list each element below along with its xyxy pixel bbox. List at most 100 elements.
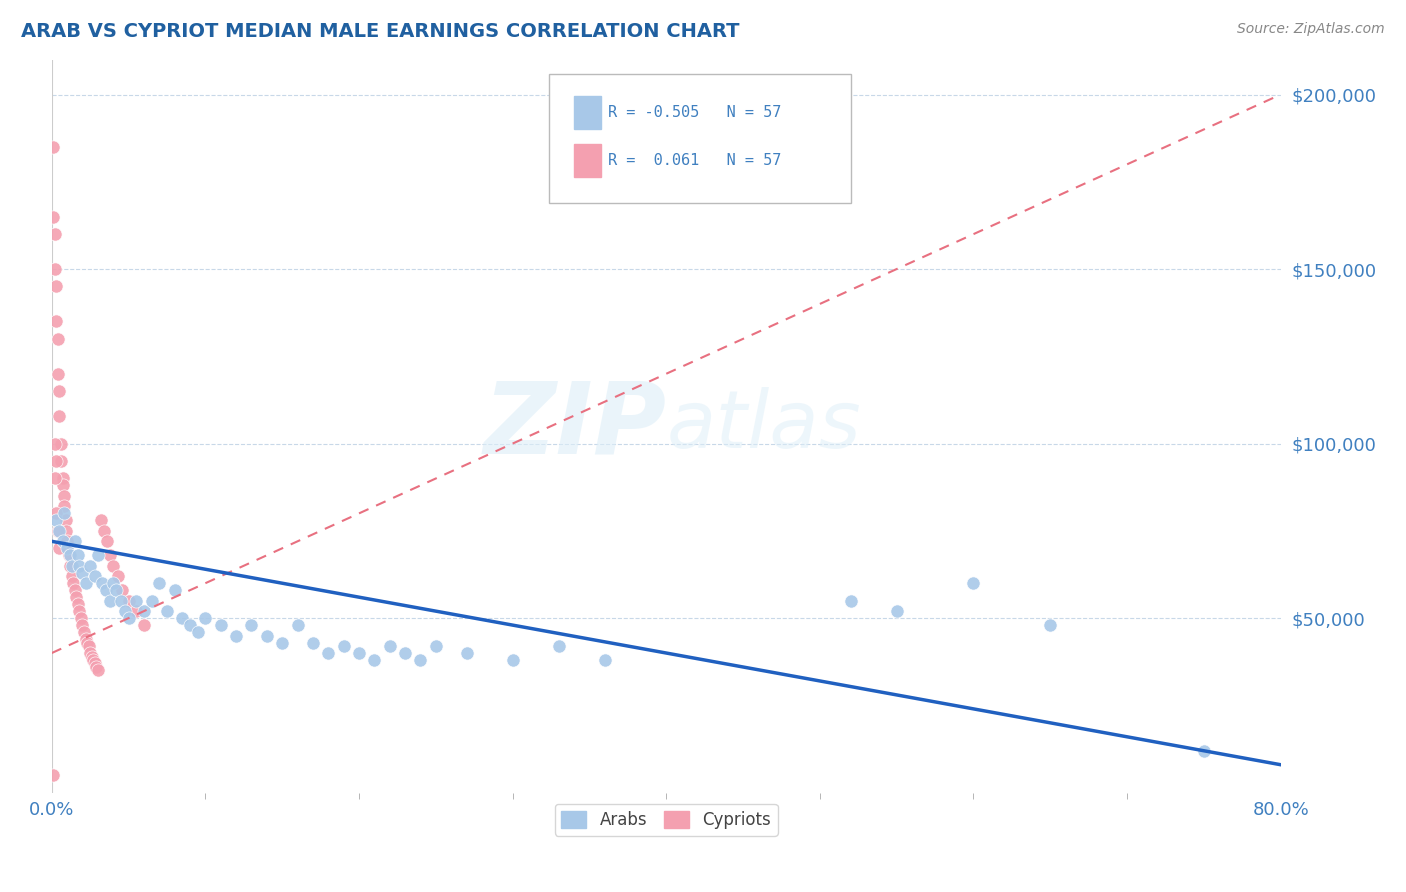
- Point: [117, 611, 139, 625]
- Point: [409, 653, 432, 667]
- Point: [132, 604, 155, 618]
- Text: ZIP: ZIP: [484, 377, 666, 475]
- Point: [56, 534, 79, 549]
- Point: [63, 583, 86, 598]
- Point: [98, 593, 121, 607]
- Point: [60, 558, 83, 573]
- Point: [48, 524, 70, 538]
- Point: [347, 646, 370, 660]
- Point: [287, 618, 309, 632]
- Point: [56, 541, 79, 556]
- Point: [48, 409, 70, 423]
- Point: [94, 583, 117, 598]
- Text: Source: ZipAtlas.com: Source: ZipAtlas.com: [1237, 22, 1385, 37]
- Point: [44, 471, 66, 485]
- Point: [378, 639, 401, 653]
- Point: [79, 558, 101, 573]
- Point: [225, 629, 247, 643]
- Point: [66, 597, 89, 611]
- Point: [53, 507, 76, 521]
- Point: [70, 611, 93, 625]
- Point: [80, 649, 103, 664]
- Point: [72, 566, 94, 580]
- Point: [163, 583, 186, 598]
- Point: [73, 625, 96, 640]
- Point: [886, 604, 908, 618]
- Point: [46, 332, 69, 346]
- Point: [42, 210, 65, 224]
- Point: [107, 569, 129, 583]
- Point: [194, 611, 217, 625]
- Point: [83, 569, 105, 583]
- Point: [91, 576, 114, 591]
- Point: [72, 618, 94, 632]
- Point: [502, 653, 524, 667]
- Point: [49, 436, 72, 450]
- Point: [53, 500, 76, 514]
- Point: [59, 549, 82, 563]
- Point: [141, 593, 163, 607]
- Point: [103, 558, 125, 573]
- Point: [45, 454, 67, 468]
- Point: [49, 454, 72, 468]
- Point: [87, 549, 110, 563]
- Point: [456, 646, 478, 660]
- Point: [51, 478, 73, 492]
- Point: [51, 471, 73, 485]
- Text: ARAB VS CYPRIOT MEDIAN MALE EARNINGS CORRELATION CHART: ARAB VS CYPRIOT MEDIAN MALE EARNINGS COR…: [21, 22, 740, 41]
- Point: [117, 593, 139, 607]
- Point: [67, 604, 90, 618]
- Point: [839, 593, 862, 607]
- Point: [63, 534, 86, 549]
- Point: [148, 576, 170, 591]
- Point: [962, 576, 984, 591]
- Legend: Arabs, Cypriots: Arabs, Cypriots: [555, 804, 778, 836]
- Point: [125, 593, 148, 607]
- Point: [67, 558, 90, 573]
- Point: [179, 618, 201, 632]
- Point: [156, 604, 179, 618]
- Point: [48, 541, 70, 556]
- Point: [77, 639, 100, 653]
- Point: [75, 576, 97, 591]
- Point: [56, 541, 79, 556]
- Point: [593, 653, 616, 667]
- Point: [76, 635, 98, 649]
- Point: [240, 618, 263, 632]
- Point: [87, 664, 110, 678]
- Point: [316, 646, 339, 660]
- Point: [84, 660, 107, 674]
- Point: [83, 657, 105, 671]
- Point: [302, 635, 325, 649]
- Point: [45, 513, 67, 527]
- Point: [103, 576, 125, 591]
- Point: [75, 632, 97, 646]
- Point: [93, 524, 115, 538]
- Point: [45, 314, 67, 328]
- Bar: [574, 144, 602, 177]
- Point: [394, 646, 416, 660]
- Point: [44, 436, 66, 450]
- Point: [66, 549, 89, 563]
- Point: [111, 583, 134, 598]
- Point: [110, 593, 132, 607]
- Point: [44, 227, 66, 241]
- Point: [209, 618, 232, 632]
- Point: [55, 513, 77, 527]
- FancyBboxPatch shape: [550, 74, 851, 202]
- Point: [256, 629, 278, 643]
- Point: [59, 558, 82, 573]
- Point: [363, 653, 385, 667]
- Point: [46, 524, 69, 538]
- Point: [1192, 744, 1215, 758]
- Point: [98, 549, 121, 563]
- Point: [332, 639, 354, 653]
- Point: [547, 639, 569, 653]
- Point: [44, 262, 66, 277]
- Point: [51, 534, 73, 549]
- Point: [187, 625, 209, 640]
- Point: [55, 524, 77, 538]
- Point: [1039, 618, 1062, 632]
- Point: [42, 768, 65, 782]
- Point: [62, 576, 84, 591]
